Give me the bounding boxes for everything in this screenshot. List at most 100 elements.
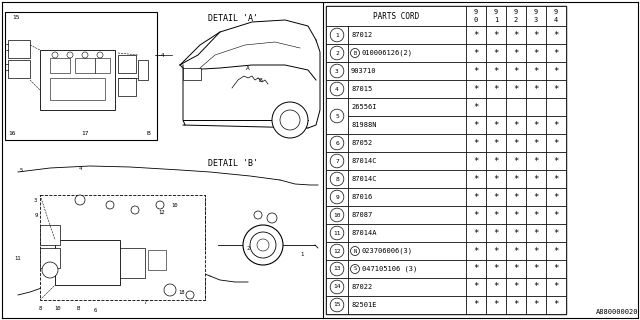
Text: 12: 12 (333, 249, 340, 253)
Bar (506, 224, 526, 242)
Bar (466, 62, 486, 80)
Text: *: * (533, 193, 539, 202)
Bar (526, 116, 546, 134)
Text: *: * (474, 139, 479, 148)
Text: *: * (533, 84, 539, 93)
Bar (118, 55, 136, 73)
Text: *: * (554, 300, 559, 309)
Text: 81988N: 81988N (351, 122, 376, 128)
Bar (326, 260, 348, 278)
Bar (546, 296, 566, 314)
Text: *: * (513, 265, 518, 274)
Bar (506, 206, 526, 224)
Bar (526, 80, 546, 98)
Text: *: * (533, 211, 539, 220)
Text: DETAIL 'B': DETAIL 'B' (208, 158, 258, 167)
Text: *: * (513, 49, 518, 58)
Circle shape (250, 232, 276, 258)
Bar (348, 242, 466, 260)
Circle shape (330, 190, 344, 204)
Text: 4: 4 (335, 86, 339, 92)
Bar (466, 26, 486, 44)
Bar (546, 6, 566, 26)
Circle shape (254, 211, 262, 219)
Bar (5, 12, 157, 140)
Text: *: * (554, 84, 559, 93)
Text: *: * (493, 174, 499, 183)
Bar (546, 80, 566, 98)
Bar (120, 248, 145, 278)
Bar (466, 134, 486, 152)
Text: PARTS CORD: PARTS CORD (373, 12, 419, 20)
Bar (526, 152, 546, 170)
Bar (326, 188, 348, 206)
Bar (506, 188, 526, 206)
Bar (506, 116, 526, 134)
Text: *: * (513, 30, 518, 39)
Text: *: * (513, 84, 518, 93)
Circle shape (42, 262, 58, 278)
Circle shape (330, 280, 344, 294)
Bar (326, 224, 348, 242)
Bar (546, 116, 566, 134)
Text: *: * (554, 121, 559, 130)
Text: *: * (474, 30, 479, 39)
Bar (526, 170, 546, 188)
Text: 010006126(2): 010006126(2) (362, 50, 413, 56)
Text: 8: 8 (335, 177, 339, 181)
Circle shape (330, 208, 344, 222)
Bar (8, 40, 30, 58)
Bar (326, 62, 348, 80)
Bar (486, 242, 506, 260)
Bar (75, 58, 95, 73)
Circle shape (186, 291, 194, 299)
Circle shape (351, 265, 360, 274)
Text: *: * (493, 84, 499, 93)
Text: B: B (146, 131, 150, 135)
Text: *: * (513, 193, 518, 202)
Circle shape (351, 246, 360, 255)
Text: 17: 17 (81, 131, 89, 135)
Text: 9: 9 (35, 212, 38, 218)
Text: S: S (353, 267, 356, 271)
Text: 6: 6 (93, 308, 97, 313)
Bar (348, 206, 466, 224)
Bar (50, 58, 70, 73)
Text: 14: 14 (333, 284, 340, 290)
Bar (506, 260, 526, 278)
Bar (546, 98, 566, 116)
Bar (40, 225, 60, 245)
Text: 9: 9 (335, 195, 339, 199)
Circle shape (164, 284, 176, 296)
Bar (326, 6, 566, 314)
Bar (546, 170, 566, 188)
Text: *: * (513, 139, 518, 148)
Text: 11: 11 (14, 255, 20, 260)
Circle shape (280, 110, 300, 130)
Circle shape (330, 64, 344, 78)
Bar (466, 98, 486, 116)
Bar (466, 296, 486, 314)
Text: 87016: 87016 (351, 194, 372, 200)
Bar (466, 116, 486, 134)
Text: 87014C: 87014C (351, 176, 376, 182)
Circle shape (267, 213, 277, 223)
Bar (506, 242, 526, 260)
Bar (526, 98, 546, 116)
Text: 13: 13 (333, 267, 340, 271)
Text: -4: -4 (158, 52, 166, 58)
Bar (506, 98, 526, 116)
Text: *: * (474, 193, 479, 202)
Circle shape (330, 136, 344, 150)
Bar (348, 80, 466, 98)
Bar (348, 188, 466, 206)
Bar (40, 195, 205, 300)
Text: *: * (493, 156, 499, 165)
Circle shape (330, 154, 344, 168)
Text: *: * (533, 283, 539, 292)
Bar (326, 26, 348, 44)
Bar (466, 278, 486, 296)
Bar (348, 260, 466, 278)
Text: *: * (533, 139, 539, 148)
Text: 87087: 87087 (351, 212, 372, 218)
